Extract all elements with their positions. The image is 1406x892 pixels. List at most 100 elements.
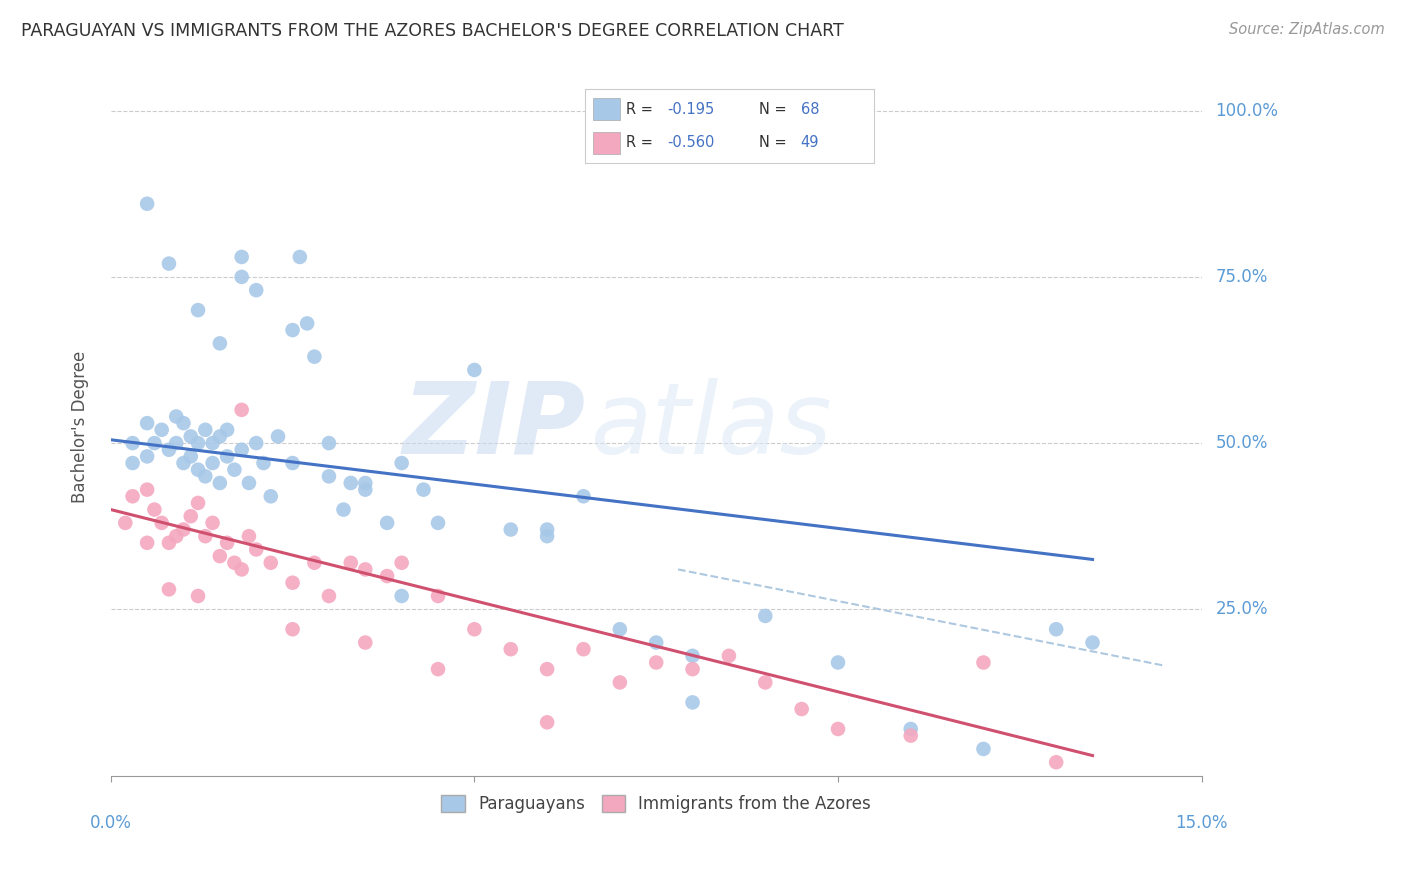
Point: [499, 523, 522, 537]
Text: 50.0%: 50.0%: [1216, 434, 1268, 452]
Point: [900, 729, 922, 743]
Point: [609, 622, 631, 636]
Point: [717, 648, 740, 663]
Point: [187, 436, 209, 450]
Point: [267, 429, 290, 443]
Legend: Paraguayans, Immigrants from the Azores: Paraguayans, Immigrants from the Azores: [434, 788, 877, 820]
Point: [208, 475, 231, 490]
Point: [150, 516, 173, 530]
Point: [143, 502, 166, 516]
Point: [354, 562, 377, 576]
Point: [281, 622, 304, 636]
Point: [645, 635, 668, 649]
Point: [136, 483, 159, 497]
Point: [304, 350, 326, 364]
Point: [645, 656, 668, 670]
Point: [121, 436, 143, 450]
Point: [304, 556, 326, 570]
Point: [281, 575, 304, 590]
Point: [143, 436, 166, 450]
Text: Source: ZipAtlas.com: Source: ZipAtlas.com: [1229, 22, 1385, 37]
Point: [187, 303, 209, 318]
Point: [1045, 622, 1067, 636]
Point: [572, 489, 595, 503]
Point: [180, 450, 202, 464]
Point: [114, 516, 136, 530]
Point: [900, 722, 922, 736]
Point: [281, 323, 304, 337]
Point: [150, 423, 173, 437]
Point: [332, 502, 354, 516]
Point: [157, 582, 180, 597]
Point: [121, 489, 143, 503]
Point: [136, 416, 159, 430]
Point: [536, 715, 558, 730]
Text: atlas: atlas: [591, 378, 832, 475]
Point: [1045, 756, 1067, 770]
Point: [318, 436, 340, 450]
Text: 75.0%: 75.0%: [1216, 268, 1268, 286]
Point: [165, 436, 187, 450]
Point: [827, 722, 849, 736]
Point: [217, 536, 239, 550]
Point: [281, 456, 304, 470]
Point: [224, 556, 246, 570]
Point: [260, 556, 283, 570]
Point: [375, 569, 398, 583]
Point: [173, 456, 195, 470]
Point: [165, 529, 187, 543]
Point: [391, 456, 413, 470]
Point: [427, 662, 450, 676]
Point: [187, 463, 209, 477]
Point: [354, 483, 377, 497]
Point: [790, 702, 813, 716]
Point: [682, 662, 704, 676]
Point: [217, 423, 239, 437]
Point: [463, 622, 485, 636]
Point: [1081, 635, 1104, 649]
Point: [187, 496, 209, 510]
Point: [754, 675, 776, 690]
Point: [173, 523, 195, 537]
Text: 25.0%: 25.0%: [1216, 600, 1268, 618]
Point: [187, 589, 209, 603]
Point: [121, 456, 143, 470]
Point: [224, 463, 246, 477]
Point: [682, 695, 704, 709]
Point: [165, 409, 187, 424]
Point: [180, 429, 202, 443]
Y-axis label: Bachelor's Degree: Bachelor's Degree: [72, 351, 89, 502]
Point: [972, 742, 994, 756]
Point: [231, 562, 253, 576]
Point: [391, 589, 413, 603]
Point: [238, 529, 260, 543]
Point: [354, 475, 377, 490]
Point: [412, 483, 434, 497]
Point: [157, 442, 180, 457]
Point: [536, 662, 558, 676]
Text: ZIP: ZIP: [402, 378, 585, 475]
Point: [536, 529, 558, 543]
Point: [295, 317, 318, 331]
Point: [318, 589, 340, 603]
Point: [754, 609, 776, 624]
Point: [339, 475, 361, 490]
Point: [245, 542, 267, 557]
Point: [217, 450, 239, 464]
Point: [682, 648, 704, 663]
Point: [252, 456, 274, 470]
Point: [231, 442, 253, 457]
Point: [238, 475, 260, 490]
Point: [972, 656, 994, 670]
Point: [157, 257, 180, 271]
Point: [339, 556, 361, 570]
Point: [536, 523, 558, 537]
Point: [318, 469, 340, 483]
Point: [354, 635, 377, 649]
Point: [609, 675, 631, 690]
Point: [201, 436, 224, 450]
Point: [194, 423, 217, 437]
Point: [245, 283, 267, 297]
Point: [288, 250, 311, 264]
Point: [231, 269, 253, 284]
